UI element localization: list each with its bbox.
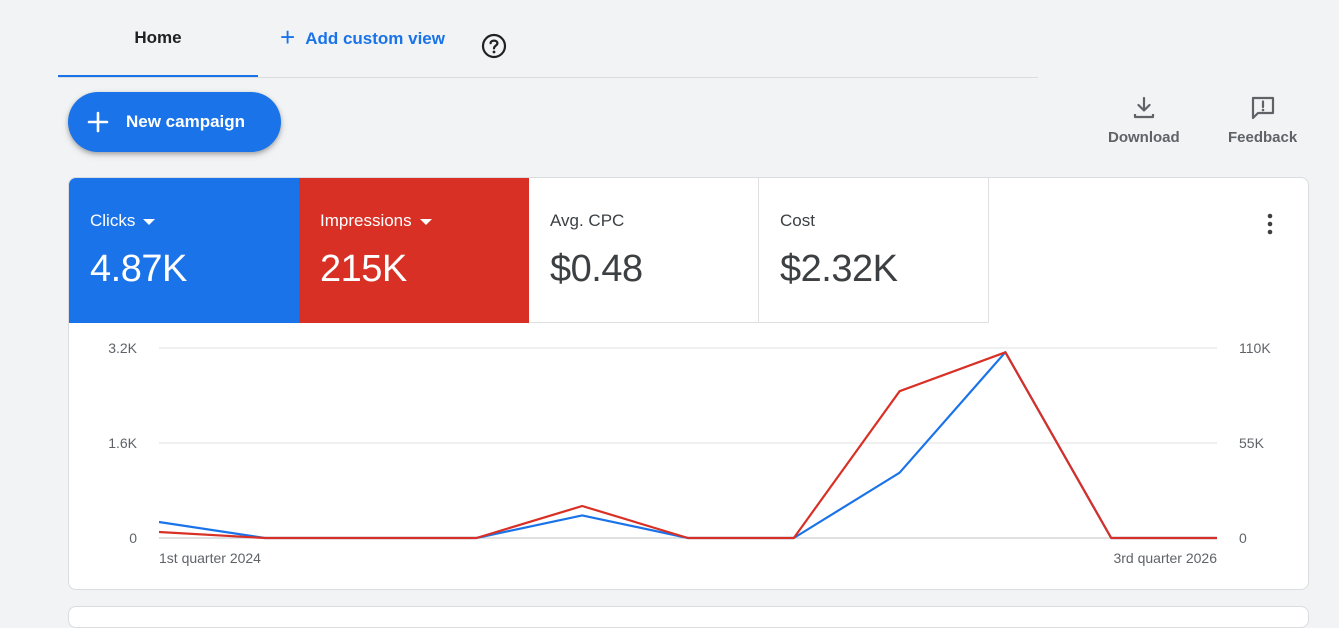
metric-clicks-header[interactable]: Clicks bbox=[90, 210, 299, 232]
feedback-icon bbox=[1251, 96, 1274, 120]
y-left-tick-label: 1.6K bbox=[108, 435, 137, 451]
metric-impressions[interactable]: Impressions 215K bbox=[299, 178, 529, 323]
help-icon[interactable] bbox=[481, 33, 507, 59]
next-card bbox=[68, 606, 1309, 628]
performance-card: Clicks 4.87K Impressions 215K Avg. CPC $… bbox=[68, 177, 1309, 590]
metric-impressions-header[interactable]: Impressions bbox=[320, 210, 529, 232]
add-custom-view-tab[interactable]: + Add custom view bbox=[280, 0, 445, 77]
y-right-tick-label: 0 bbox=[1239, 530, 1247, 546]
y-left-tick-label: 3.2K bbox=[108, 340, 137, 356]
metric-avg-cpc[interactable]: Avg. CPC $0.48 bbox=[529, 178, 759, 323]
new-campaign-button[interactable]: New campaign bbox=[68, 92, 281, 152]
more-vert-icon[interactable] bbox=[1260, 212, 1280, 236]
new-campaign-label: New campaign bbox=[126, 112, 246, 131]
tab-home[interactable]: Home bbox=[58, 0, 258, 77]
series-line-impressions bbox=[158, 351, 1217, 540]
x-tick-label: 1st quarter 2024 bbox=[159, 550, 261, 566]
plus-icon: + bbox=[280, 22, 296, 52]
metric-avg-cpc-label: Avg. CPC bbox=[550, 211, 625, 230]
download-icon bbox=[1133, 96, 1154, 119]
metric-impressions-label: Impressions bbox=[320, 211, 412, 230]
caret-down-icon bbox=[419, 219, 432, 225]
metric-clicks[interactable]: Clicks 4.87K bbox=[69, 178, 299, 323]
y-left-tick-label: 0 bbox=[129, 530, 137, 546]
view-tabs: Home + Add custom view bbox=[58, 0, 1038, 78]
download-button[interactable]: Download bbox=[1108, 95, 1180, 146]
feedback-label: Feedback bbox=[1228, 129, 1298, 146]
y-right-tick-label: 110K bbox=[1239, 340, 1271, 356]
metric-clicks-value: 4.87K bbox=[90, 248, 187, 290]
metric-cost-value: $2.32K bbox=[780, 248, 898, 290]
x-tick-label: 3rd quarter 2026 bbox=[1113, 550, 1217, 566]
add-custom-view-label: Add custom view bbox=[305, 28, 445, 48]
metric-avg-cpc-value: $0.48 bbox=[550, 248, 643, 290]
metric-cost[interactable]: Cost $2.32K bbox=[759, 178, 989, 323]
plus-icon bbox=[87, 111, 109, 133]
caret-down-icon bbox=[143, 219, 156, 225]
metric-cost-label: Cost bbox=[780, 211, 815, 230]
metric-impressions-value: 215K bbox=[320, 248, 407, 290]
download-label: Download bbox=[1108, 129, 1180, 146]
performance-chart: 0 1.6K 3.2K 0 55K 110K 1st quarter 2024 3rd qua… bbox=[108, 340, 1271, 566]
feedback-button[interactable]: Feedback bbox=[1228, 95, 1297, 146]
metric-clicks-label: Clicks bbox=[90, 211, 136, 230]
y-right-tick-label: 55K bbox=[1239, 435, 1265, 451]
